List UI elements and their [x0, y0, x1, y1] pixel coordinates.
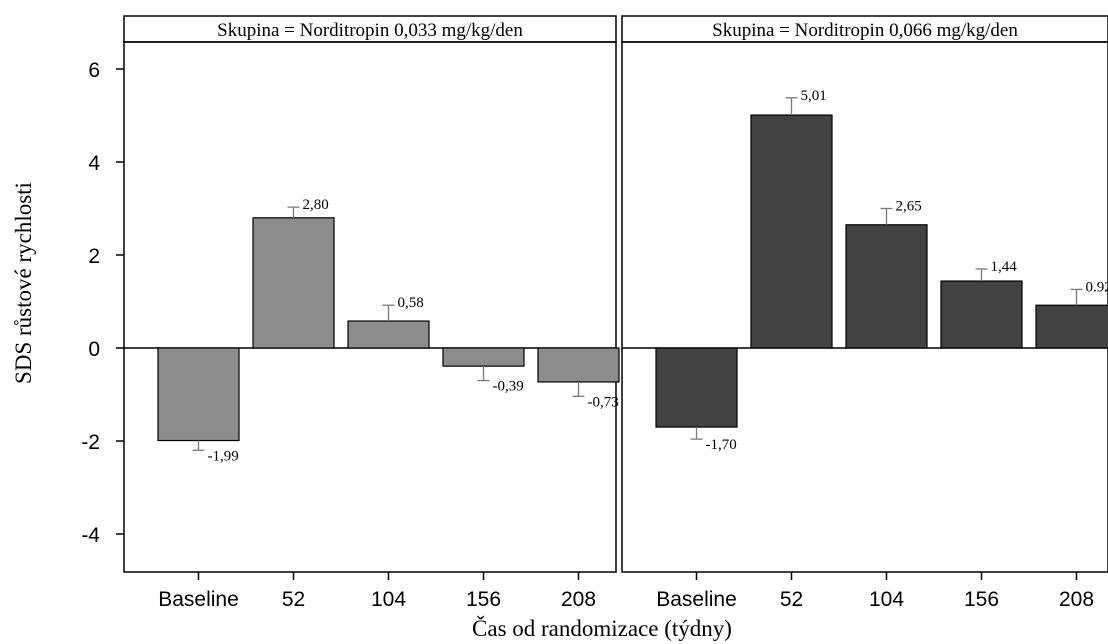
panel-title: Skupina = Norditropin 0,066 mg/kg/den: [712, 20, 1018, 41]
panel-1: Skupina = Norditropin 0,033 mg/kg/den -1,…: [123, 15, 620, 611]
data-label: 5,01: [801, 88, 827, 104]
x-tick-label: 208: [561, 588, 596, 611]
x-tick-label: 104: [371, 588, 406, 611]
x-tick-label: Baseline: [158, 588, 239, 611]
bar: [442, 347, 525, 367]
x-tick-label: 156: [466, 588, 501, 611]
panel-frame: [123, 41, 617, 573]
x-axis-title: Čas od randomizace (týdny): [472, 615, 732, 641]
data-label: -0,73: [588, 394, 619, 410]
x-tick-label: 52: [780, 588, 803, 611]
bar: [1035, 304, 1108, 349]
data-label: 0.92: [1086, 279, 1108, 295]
y-tick-label: 4: [88, 152, 100, 175]
bar: [157, 347, 240, 442]
bar: [252, 217, 335, 349]
data-label: 1,44: [991, 259, 1018, 275]
x-tick-label: Baseline: [656, 588, 737, 611]
data-label: -1,70: [706, 437, 737, 453]
bar: [347, 320, 430, 349]
bar: [537, 347, 620, 383]
data-label: 2,65: [896, 199, 922, 215]
y-tick-label: -4: [81, 524, 100, 547]
panel-2: Skupina = Norditropin 0,066 mg/kg/den -1,…: [621, 15, 1108, 611]
bar: [750, 114, 833, 349]
panel-header: [123, 15, 617, 43]
data-label: -1,99: [208, 448, 239, 464]
x-tick-label: 104: [869, 588, 904, 611]
y-tick-label: 0: [88, 338, 100, 361]
panel-frame: [621, 41, 1108, 573]
data-label: 2,80: [303, 197, 329, 213]
y-axis-title: SDS růstové rychlosti: [11, 182, 36, 384]
panel-title: Skupina = Norditropin 0,033 mg/kg/den: [217, 20, 523, 41]
data-label: 0,58: [398, 295, 424, 311]
x-tick-label: 156: [964, 588, 999, 611]
bar: [845, 224, 928, 349]
x-tick-label: 208: [1059, 588, 1094, 611]
data-label: -0,39: [493, 379, 524, 395]
y-tick-label: 6: [88, 59, 100, 82]
bar: [940, 280, 1023, 349]
y-tick-label: -2: [81, 431, 100, 454]
bar: [655, 347, 738, 428]
x-tick-label: 52: [282, 588, 305, 611]
y-tick-label: 2: [88, 245, 100, 268]
